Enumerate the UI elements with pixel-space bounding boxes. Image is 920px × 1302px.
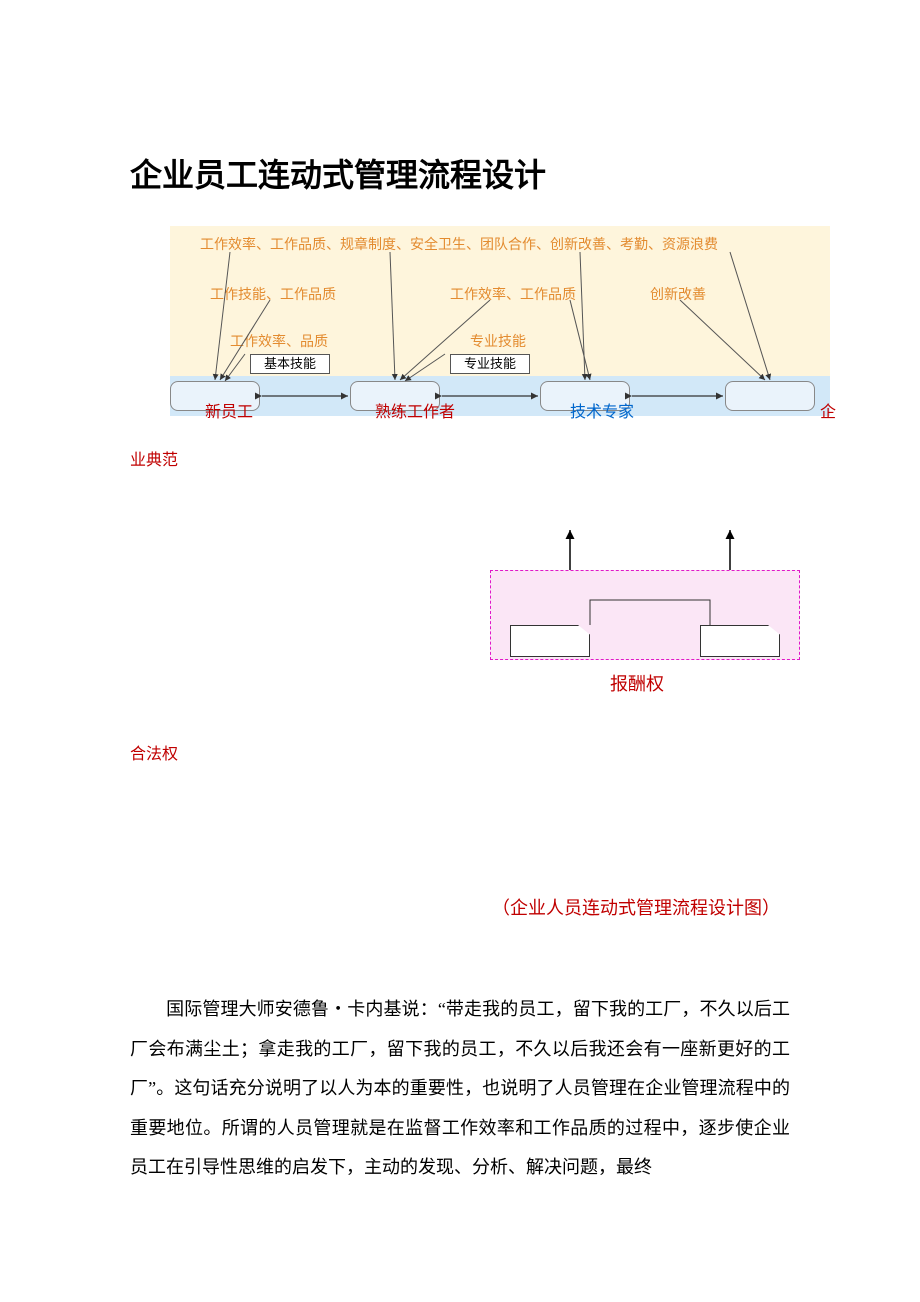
flow-diagram-bottom: 报酬权 [170,530,830,730]
page-title: 企业员工连动式管理流程设计 [130,150,790,196]
label-reward-right: 报酬权 [610,670,664,696]
diagram-caption: （企业人员连动式管理流程设计图） [130,894,780,920]
node-model [725,381,815,411]
label-expert: 技术专家 [570,398,634,422]
criteria-mid-right: 创新改善 [650,284,706,304]
criteria-row-top: 工作效率、工作品质、规章制度、安全卫生、团队合作、创新改善、考勤、资源浪费 [200,234,718,254]
skill-box-basic: 基本技能 [250,354,330,374]
body-paragraph: 国际管理大师安德鲁・卡内基说：“带走我的员工，留下我的工厂，不久以后工厂会布满尘… [130,990,790,1188]
flow-diagram-top: 工作效率、工作品质、规章制度、安全卫生、团队合作、创新改善、考勤、资源浪费 工作… [170,226,830,426]
doc-box-left [510,625,590,657]
label-legal-right: 合法权 [130,740,790,764]
doc-box-right [700,625,780,657]
criteria-low-center: 专业技能 [470,331,526,351]
label-skilled-worker: 熟练工作者 [375,398,455,422]
criteria-low-left: 工作效率、品质 [230,331,328,351]
criteria-mid-left: 工作技能、工作品质 [210,284,336,304]
label-new-employee: 新员工 [205,398,253,422]
label-model-suffix: 业典范 [130,446,790,470]
body-text-content: 国际管理大师安德鲁・卡内基说：“带走我的员工，留下我的工厂，不久以后工厂会布满尘… [130,999,790,1177]
skill-box-pro: 专业技能 [450,354,530,374]
criteria-mid-center: 工作效率、工作品质 [450,284,576,304]
label-model-prefix: 企 [820,398,836,422]
